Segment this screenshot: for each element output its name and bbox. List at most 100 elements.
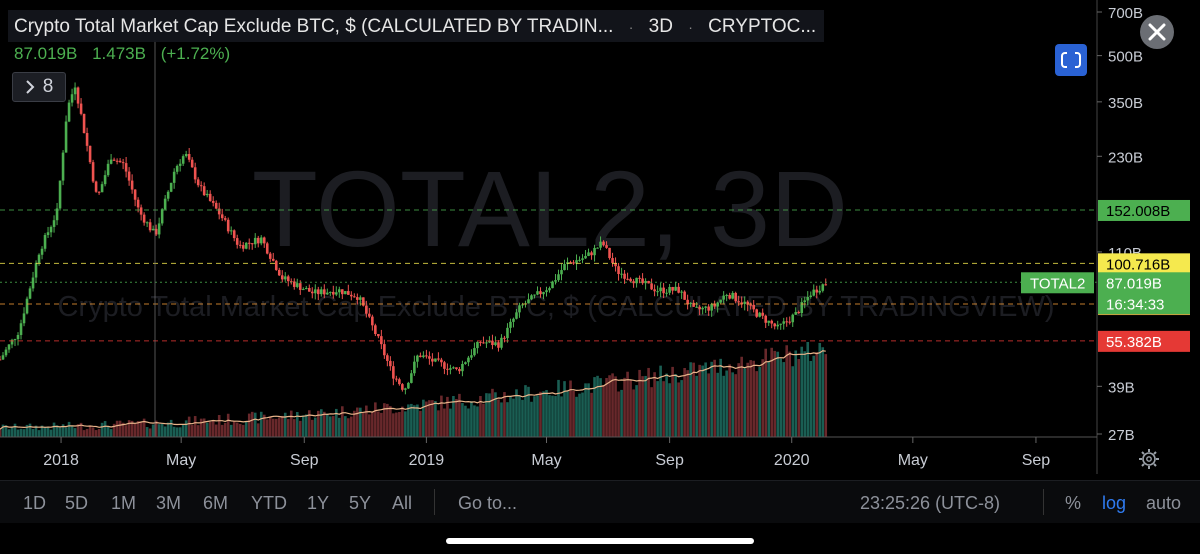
- volume-bar: [277, 417, 281, 437]
- volume-bar: [10, 427, 14, 437]
- candle-body: [824, 284, 828, 286]
- price-tick-label: 700B: [1108, 5, 1143, 22]
- candle-body: [94, 181, 98, 192]
- percent-scale-toggle[interactable]: %: [1065, 493, 1082, 513]
- volume-bar: [488, 393, 491, 437]
- candle-body: [401, 384, 404, 390]
- go-to-date-button[interactable]: Go to...: [458, 493, 518, 513]
- candle-body: [187, 154, 191, 160]
- timeframe-all[interactable]: All: [392, 493, 413, 513]
- candle-body: [377, 334, 380, 337]
- volume-bar: [217, 415, 221, 437]
- volume-bar: [644, 375, 647, 437]
- timeframe-1d[interactable]: 1D: [23, 493, 47, 513]
- volume-bar: [683, 367, 686, 437]
- timeframe-1m[interactable]: 1M: [111, 493, 137, 513]
- candle-body: [374, 325, 377, 335]
- candle-body: [410, 373, 413, 383]
- candle-body: [641, 278, 644, 284]
- candle-body: [398, 379, 401, 385]
- candle-body: [554, 280, 557, 282]
- candle-body: [76, 87, 80, 104]
- volume-bar: [650, 387, 653, 437]
- candle-body: [103, 175, 107, 185]
- volume-bar: [40, 425, 44, 437]
- interval-label: 3D: [648, 16, 673, 37]
- candle-body: [115, 160, 119, 162]
- volume-bar: [286, 419, 290, 437]
- volume-bar: [677, 382, 680, 437]
- volume-bar: [512, 398, 515, 437]
- volume-bar: [674, 374, 677, 437]
- candle-body: [473, 348, 476, 356]
- volume-bar: [13, 423, 17, 437]
- volume-bar: [557, 379, 560, 437]
- candle-body: [452, 367, 455, 369]
- volume-bar: [659, 365, 662, 437]
- volume-bar: [76, 424, 80, 437]
- candle-body: [371, 316, 374, 326]
- candle-body: [503, 337, 506, 339]
- candle-body: [386, 355, 389, 361]
- chart-settings-button[interactable]: [1136, 446, 1162, 472]
- candle-body: [563, 264, 566, 271]
- volume-bar: [665, 373, 668, 437]
- candle-body: [392, 366, 395, 379]
- volume-bar: [524, 385, 527, 437]
- candle-body: [380, 336, 383, 345]
- volume-bar: [178, 427, 182, 437]
- candle-body: [536, 291, 539, 295]
- volume-bar: [569, 380, 572, 437]
- candle-body: [341, 289, 344, 295]
- volume-bar: [422, 399, 425, 437]
- time-axis[interactable]: 2018 May Sep 2019 May Sep 2020 May Sep: [43, 437, 1050, 469]
- candle-body: [175, 165, 179, 172]
- close-button[interactable]: [1140, 15, 1174, 49]
- timeframe-6m[interactable]: 6M: [203, 493, 229, 513]
- volume-bar: [4, 425, 8, 437]
- volume-bar: [73, 428, 77, 437]
- price-tick-label: 27B: [1108, 427, 1135, 444]
- symbol-title-bar[interactable]: Crypto Total Market Cap Exclude BTC, $ (…: [8, 10, 825, 42]
- candle-body: [767, 320, 771, 323]
- timeframe-ytd[interactable]: YTD: [251, 493, 287, 513]
- fullscreen-button[interactable]: [1055, 44, 1087, 76]
- candle-body: [151, 228, 155, 231]
- price-level-label: 100.716B: [1106, 256, 1170, 273]
- candle-body: [455, 367, 458, 369]
- candle-body: [85, 133, 89, 146]
- candle-body: [671, 286, 674, 291]
- auto-scale-toggle[interactable]: auto: [1146, 493, 1182, 513]
- volume-bar: [100, 422, 104, 437]
- candle-body: [416, 355, 419, 362]
- candle-body: [581, 258, 584, 260]
- candle-body: [509, 321, 512, 328]
- time-tick-label: May: [166, 452, 196, 469]
- candle-body: [494, 342, 497, 346]
- price-level-badge: [1098, 253, 1190, 275]
- log-scale-toggle[interactable]: log: [1102, 493, 1127, 513]
- volume-bar: [64, 427, 68, 437]
- candle-body: [467, 357, 470, 363]
- timeframe-5d[interactable]: 5D: [65, 493, 89, 513]
- price-axis-labels: 152.008B100.716B73.575B55.382BTOTAL287.0…: [1021, 199, 1190, 352]
- candle-body: [437, 358, 440, 360]
- volume-bar: [719, 358, 722, 437]
- candle-body: [611, 258, 614, 264]
- candle-body: [707, 306, 710, 311]
- volume-bar: [818, 342, 822, 437]
- timeframe-1y[interactable]: 1Y: [307, 493, 330, 513]
- indicators-toggle-button[interactable]: 8: [12, 72, 66, 102]
- candle-body: [25, 298, 29, 314]
- timezone-clock[interactable]: 23:25:26 (UTC-8): [860, 493, 1001, 513]
- candle-body: [223, 218, 227, 220]
- volume-bar: [160, 423, 164, 437]
- timeframe-3m[interactable]: 3M: [156, 493, 182, 513]
- candle-body: [304, 288, 308, 290]
- volume-bar: [794, 350, 798, 437]
- timeframe-5y[interactable]: 5Y: [349, 493, 372, 513]
- candle-body: [419, 355, 422, 358]
- candle-body: [626, 278, 629, 280]
- price-axis[interactable]: 700B500B350B230B110B39B27B: [1097, 5, 1143, 444]
